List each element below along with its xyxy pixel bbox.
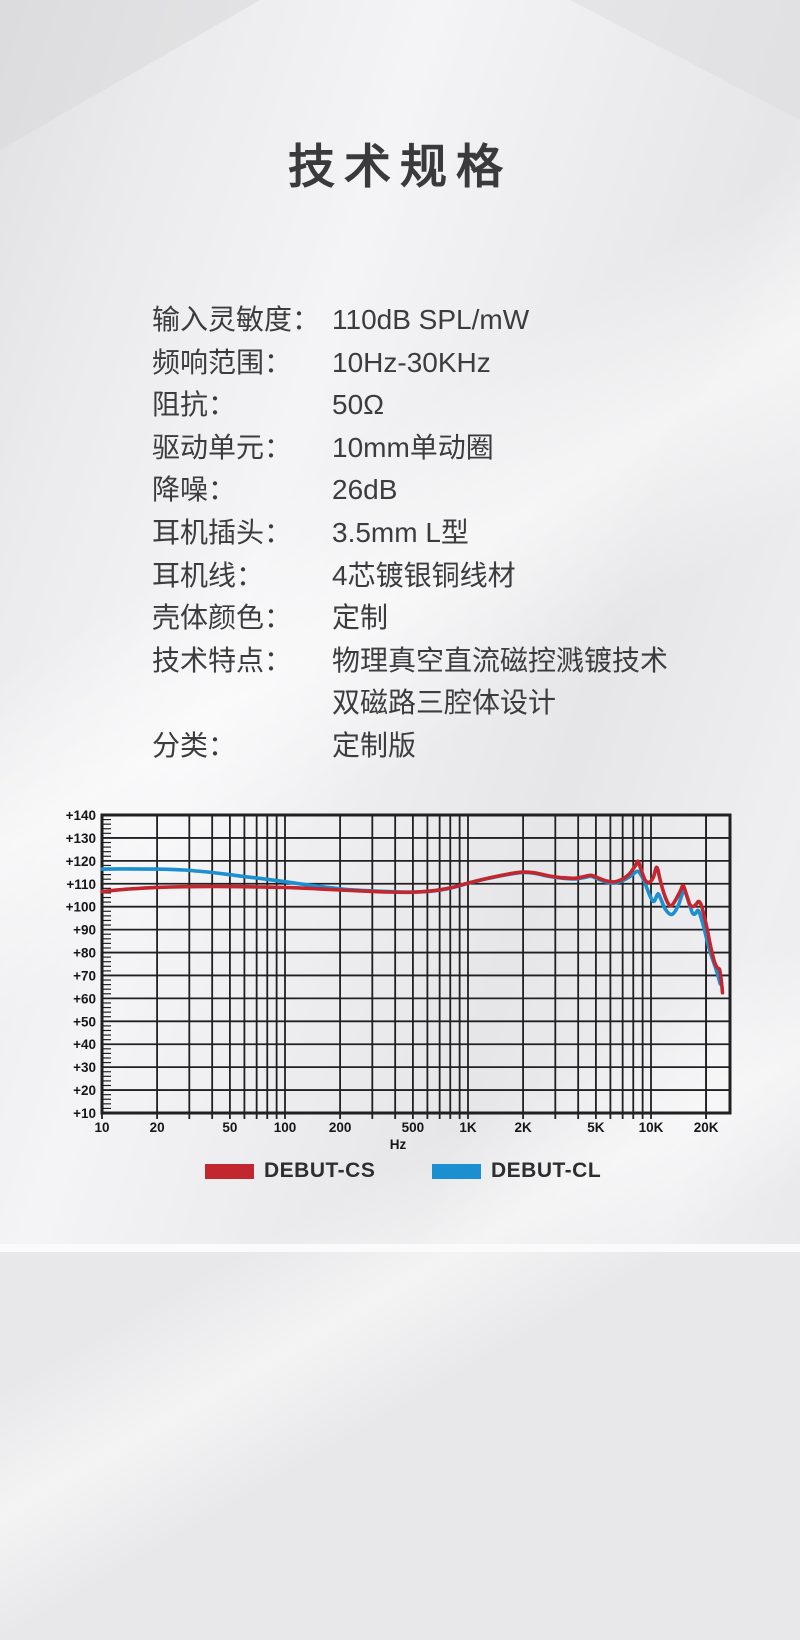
page-title: 技术规格 [288, 140, 512, 193]
y-axis-labels: +140 +130 +120 +110 +100 +90 +80 +70 +60 +50 +40 +3… [66, 808, 96, 1121]
chart-legend: DEBUT-CS DEBUT-CL [0, 1159, 800, 1183]
spec-row: 分类： 定制版 [152, 725, 752, 768]
y-tick-label: +60 [73, 991, 96, 1006]
spec-value: 定制 [332, 602, 389, 634]
x-tick-label: 10K [639, 1120, 664, 1135]
spec-label: 阻抗： [152, 389, 237, 421]
spec-label: 降噪： [152, 474, 237, 506]
y-tick-label: +20 [73, 1083, 96, 1098]
x-tick-label: 1K [459, 1120, 477, 1135]
x-axis-labels: 10 20 50 100 200 500 1K 2K 5K 10K 20K Hz [94, 1120, 718, 1152]
spec-label: 分类： [152, 729, 237, 761]
spec-value: 26dB [332, 474, 398, 506]
legend-item-debut-cs: DEBUT-CS [205, 1159, 375, 1183]
frequency-response-chart: +140 +130 +120 +110 +100 +90 +80 +70 +60 +50 +40 +3… [66, 808, 732, 1152]
spec-row: 频响范围： 10Hz-30KHz [152, 342, 752, 385]
spec-row: 耳机插头： 3.5mm L型 [152, 512, 752, 555]
spec-row: 耳机线： 4芯镀银铜线材 [152, 555, 752, 598]
spec-label: 耳机线： [152, 559, 265, 591]
x-tick-label: 2K [514, 1120, 532, 1135]
spec-label: 技术特点： [152, 644, 293, 676]
spec-row: 技术特点： 物理真空直流磁控溅镀技术 双磁路三腔体设计 [152, 640, 752, 725]
y-tick-label: +80 [73, 946, 96, 961]
x-tick-label: 20 [150, 1120, 165, 1135]
y-tick-label: +110 [66, 877, 96, 892]
spec-label: 输入灵敏度： [152, 304, 321, 335]
chart-border [100, 813, 732, 1115]
spec-list: 输入灵敏度： 110dB SPL/mW 频响范围： 10Hz-30KHz 阻抗： 50Ω 驱… [152, 299, 752, 768]
spec-row: 壳体颜色： 定制 [152, 597, 752, 640]
y-tick-label: +130 [66, 831, 96, 846]
spec-value: 物理真空直流磁控溅镀技术 双磁路三腔体设计 [332, 644, 669, 719]
spec-value: 50Ω [332, 389, 385, 421]
spec-value: 定制版 [332, 729, 417, 761]
spec-label: 驱动单元： [152, 431, 293, 463]
y-tick-label: +120 [66, 854, 96, 869]
chart-grid [101, 814, 730, 1119]
y-tick-label: +30 [73, 1060, 96, 1075]
y-tick-label: +140 [66, 808, 96, 823]
x-tick-label: 20K [694, 1120, 719, 1135]
x-tick-label: 100 [274, 1120, 297, 1135]
spec-row: 输入灵敏度： 110dB SPL/mW [152, 299, 752, 342]
x-tick-label: 5K [587, 1120, 605, 1135]
y-tick-label: +100 [66, 900, 96, 915]
spec-row: 降噪： 26dB [152, 469, 752, 512]
spec-row: 驱动单元： 10mm单动圈 [152, 427, 752, 470]
spec-label: 耳机插头： [152, 516, 293, 548]
spec-value: 3.5mm L型 [332, 516, 469, 548]
y-tick-label: +40 [73, 1037, 96, 1052]
x-tick-label: 200 [329, 1120, 352, 1135]
spec-value: 10Hz-30KHz [332, 346, 491, 378]
spec-label: 频响范围： [152, 346, 293, 378]
y-tick-label: +90 [73, 923, 96, 938]
legend-item-debut-cl: DEBUT-CL [432, 1159, 601, 1183]
y-tick-label: +10 [73, 1106, 96, 1121]
x-tick-label: 10 [94, 1120, 109, 1135]
x-tick-label: 500 [402, 1120, 425, 1135]
spec-row: 阻抗： 50Ω [152, 384, 752, 427]
spec-value: 4芯镀银铜线材 [332, 559, 516, 591]
bottom-strip [0, 1244, 800, 1252]
y-tick-label: +70 [73, 968, 96, 983]
legend-label: DEBUT-CS [264, 1159, 376, 1182]
legend-swatch-blue [432, 1163, 481, 1179]
spec-label: 壳体颜色： [152, 602, 293, 634]
legend-label: DEBUT-CL [491, 1159, 602, 1182]
legend-swatch-red [205, 1163, 254, 1179]
x-tick-label: 50 [222, 1120, 237, 1135]
y-tick-label: +50 [73, 1014, 96, 1029]
spec-value: 10mm单动圈 [332, 431, 494, 463]
spec-value: 110dB SPL/mW [332, 304, 530, 335]
curve-debut-cs [100, 859, 725, 995]
x-axis-unit-label: Hz [390, 1137, 407, 1152]
